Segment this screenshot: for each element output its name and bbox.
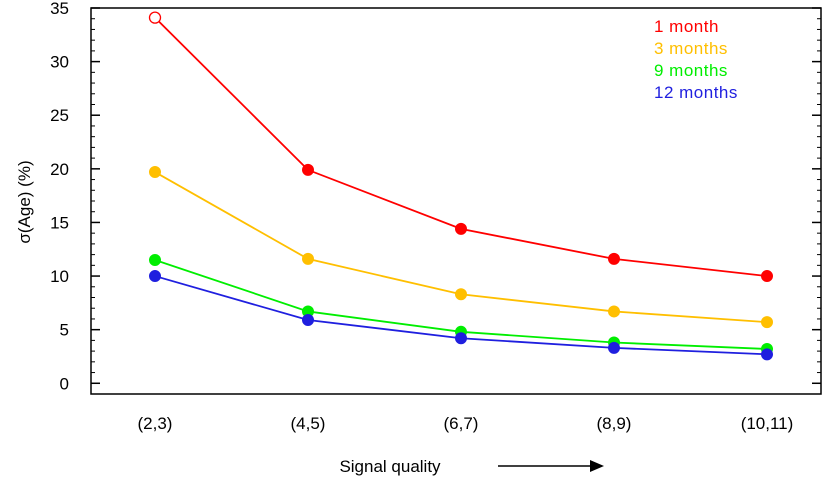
- x-tick-label: (6,7): [444, 414, 479, 433]
- data-point: [149, 253, 161, 266]
- y-tick-label: 20: [50, 160, 69, 179]
- x-tick-label: (10,11): [741, 414, 794, 433]
- data-point: [302, 252, 314, 265]
- x-tick-label: (4,5): [291, 414, 326, 433]
- data-point: [455, 288, 467, 301]
- x-axis-title: Signal quality: [339, 457, 441, 476]
- data-point: [608, 252, 620, 265]
- y-tick-label: 35: [50, 0, 69, 18]
- y-axis-title: σ(Age) (%): [15, 160, 34, 243]
- y-tick-label: 30: [50, 53, 69, 72]
- legend-entry: 12 months: [654, 83, 738, 102]
- data-point: [761, 348, 773, 361]
- x-tick-label: (2,3): [138, 414, 173, 433]
- data-point: [761, 270, 773, 283]
- data-point: [455, 222, 467, 235]
- y-tick-label: 10: [50, 267, 69, 286]
- y-tick-label: 15: [50, 213, 69, 232]
- arrow-head: [590, 460, 604, 472]
- x-tick-label: (8,9): [597, 414, 632, 433]
- data-point: [608, 341, 620, 354]
- y-tick-label: 0: [60, 374, 69, 393]
- data-point: [149, 166, 161, 179]
- data-point: [148, 11, 162, 24]
- y-tick-label: 5: [60, 321, 69, 340]
- data-point: [302, 314, 314, 327]
- legend: 1 month 3 months 9 months 12 months: [654, 17, 738, 102]
- y-axis: 0 5 10 15 20 25 30 35: [50, 0, 821, 393]
- series-layer: [148, 11, 773, 361]
- series-1: [149, 166, 773, 329]
- data-point: [455, 332, 467, 345]
- data-point: [761, 316, 773, 329]
- data-point: [608, 305, 620, 318]
- series-0: [148, 11, 773, 283]
- legend-entry: 9 months: [654, 61, 728, 80]
- data-point: [149, 270, 161, 283]
- legend-entry: 1 month: [654, 17, 719, 36]
- y-tick-label: 25: [50, 106, 69, 125]
- x-axis-arrow: [498, 460, 604, 472]
- x-axis: (2,3) (4,5) (6,7) (8,9) (10,11): [138, 414, 794, 433]
- series-3: [149, 270, 773, 361]
- legend-entry: 3 months: [654, 39, 728, 58]
- data-point: [302, 163, 314, 176]
